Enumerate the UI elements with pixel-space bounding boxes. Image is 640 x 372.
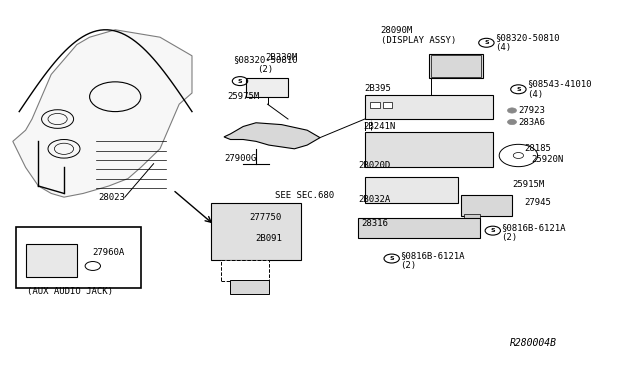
Text: §0816B-6121A
(2): §0816B-6121A (2) [501,223,566,242]
Text: 2B091: 2B091 [255,234,282,243]
Bar [358,218,480,238]
Text: SEE SEC.680: SEE SEC.680 [275,191,334,200]
Text: 2B330M: 2B330M [266,53,298,62]
Text: 28185: 28185 [525,144,552,153]
Text: S: S [516,87,521,92]
Bar [431,55,481,77]
Bar [429,54,483,78]
Bar [16,227,141,288]
Bar [246,78,288,97]
Text: 25915M: 25915M [512,180,544,189]
Bar [383,102,392,108]
Text: S: S [389,256,394,261]
Bar [464,214,480,223]
Text: 27923: 27923 [518,106,545,115]
Bar [365,95,493,119]
Circle shape [508,108,516,113]
Bar [365,132,493,167]
Text: 28090M
(DISPLAY ASSY): 28090M (DISPLAY ASSY) [381,26,456,45]
Text: §08320-50810
(4): §08320-50810 (4) [495,33,559,52]
Bar [365,177,458,203]
Text: 277750: 277750 [250,213,282,222]
Text: 2B032A: 2B032A [358,195,390,203]
Text: S: S [490,228,495,233]
Circle shape [508,119,516,125]
Text: 2B241N: 2B241N [364,122,396,131]
Text: §0816B-6121A
(2): §0816B-6121A (2) [400,251,465,270]
Text: 27900G: 27900G [224,154,256,163]
Text: 283A6: 283A6 [518,118,545,126]
Bar [221,260,269,281]
Text: 2B020D: 2B020D [358,161,390,170]
Text: 25975M: 25975M [227,92,259,101]
Text: 28023: 28023 [99,193,125,202]
Text: §08320-50810
(2): §08320-50810 (2) [234,55,298,74]
Text: 27945: 27945 [525,198,552,207]
Bar [370,102,380,108]
Bar [26,244,77,277]
Text: 27960A: 27960A [93,248,125,257]
Bar [461,195,512,216]
Text: 28316: 28316 [362,219,388,228]
Polygon shape [13,30,192,197]
Bar [211,203,301,260]
Polygon shape [224,123,320,149]
Text: S: S [484,40,489,45]
Text: (AUX AUDIO JACK): (AUX AUDIO JACK) [28,287,113,296]
Text: S: S [237,78,243,84]
Text: 25920N: 25920N [531,155,563,164]
Text: §08543-41010
(4): §08543-41010 (4) [527,80,591,99]
Bar [230,280,269,294]
Text: R280004B: R280004B [510,338,557,348]
Text: 2B395: 2B395 [365,84,392,93]
